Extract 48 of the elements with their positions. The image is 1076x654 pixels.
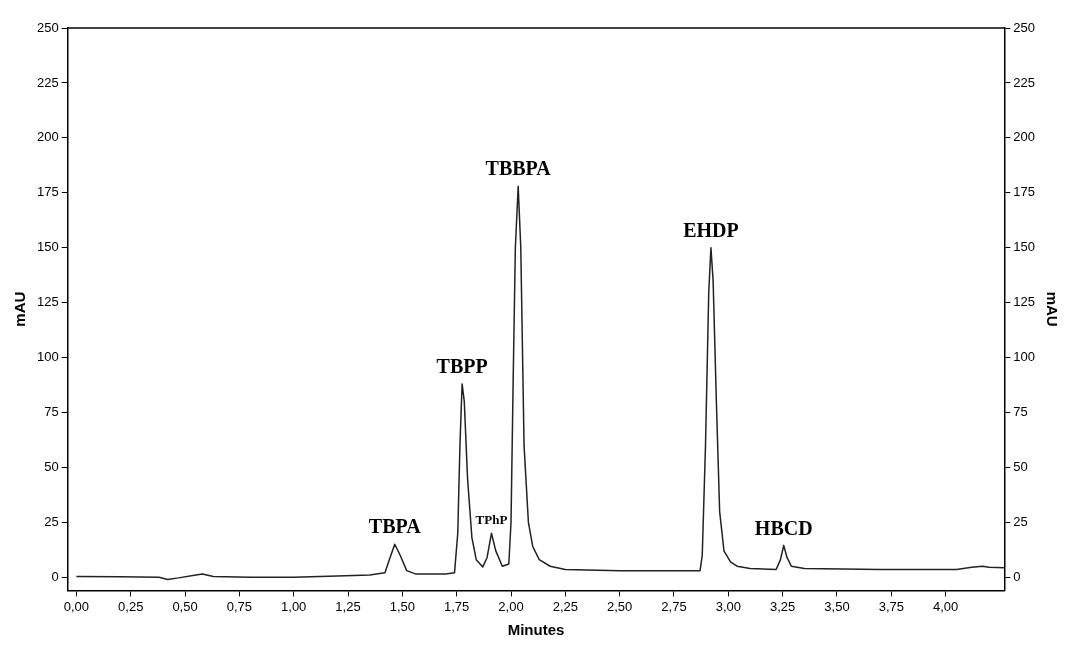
y2-tick-label: 200 — [1013, 129, 1036, 145]
y-axis-title: mAU — [11, 291, 29, 327]
x-tick-label: 1,75 — [444, 598, 470, 614]
annotation: HBCD — [754, 516, 813, 539]
y2-tick-label: 50 — [1013, 458, 1028, 474]
y-tick-label: 50 — [44, 458, 59, 474]
x-tick-label: 1,50 — [389, 598, 416, 614]
y2-tick-label: 100 — [1013, 349, 1036, 365]
x-axis-title: Minutes — [507, 621, 565, 639]
y2-tick-label: 250 — [1013, 19, 1036, 35]
x-tick-label: 3,25 — [769, 598, 796, 614]
x-tick-label: 0,00 — [63, 598, 90, 614]
y2-tick-label: 125 — [1013, 294, 1036, 310]
annotation: TBBPA — [485, 157, 552, 180]
x-tick-label: 0,75 — [226, 598, 253, 614]
y2-axis-title: mAU — [1043, 291, 1061, 327]
y-tick-label: 200 — [36, 129, 59, 145]
x-tick-label: 4,00 — [932, 598, 959, 614]
y2-tick-label: 75 — [1013, 404, 1028, 420]
y-tick-label: 225 — [36, 74, 59, 90]
y-tick-label: 150 — [36, 239, 59, 255]
x-tick-label: 2,75 — [661, 598, 687, 614]
x-tick-label: 1,00 — [281, 598, 307, 614]
annotation: EHDP — [683, 218, 739, 241]
x-tick-label: 3,75 — [878, 598, 904, 614]
y-tick-label: 100 — [36, 349, 59, 365]
y-tick-label: 175 — [36, 184, 59, 200]
annotation: TBPP — [436, 355, 488, 378]
y2-tick-label: 175 — [1013, 184, 1036, 200]
y2-tick-label: 0 — [1013, 568, 1021, 584]
y-tick-label: 250 — [36, 19, 59, 35]
x-tick-label: 3,50 — [824, 598, 850, 614]
x-tick-label: 1,25 — [335, 598, 361, 614]
x-tick-label: 2,00 — [498, 598, 524, 614]
y2-tick-label: 25 — [1013, 513, 1028, 529]
annotation: TBPA — [368, 515, 422, 538]
x-tick-label: 0,25 — [118, 598, 144, 614]
x-tick-label: 0,50 — [172, 598, 198, 614]
y2-tick-label: 150 — [1013, 239, 1036, 255]
x-tick-label: 3,00 — [715, 598, 741, 614]
y2-tick-label: 225 — [1013, 74, 1036, 90]
y-tick-label: 125 — [36, 294, 59, 310]
x-tick-label: 2,25 — [552, 598, 578, 614]
annotation: TPhP — [475, 512, 508, 528]
y-tick-label: 0 — [51, 568, 59, 584]
y-tick-label: 75 — [44, 404, 59, 420]
x-tick-label: 2,50 — [607, 598, 633, 614]
y-tick-label: 25 — [44, 513, 59, 529]
